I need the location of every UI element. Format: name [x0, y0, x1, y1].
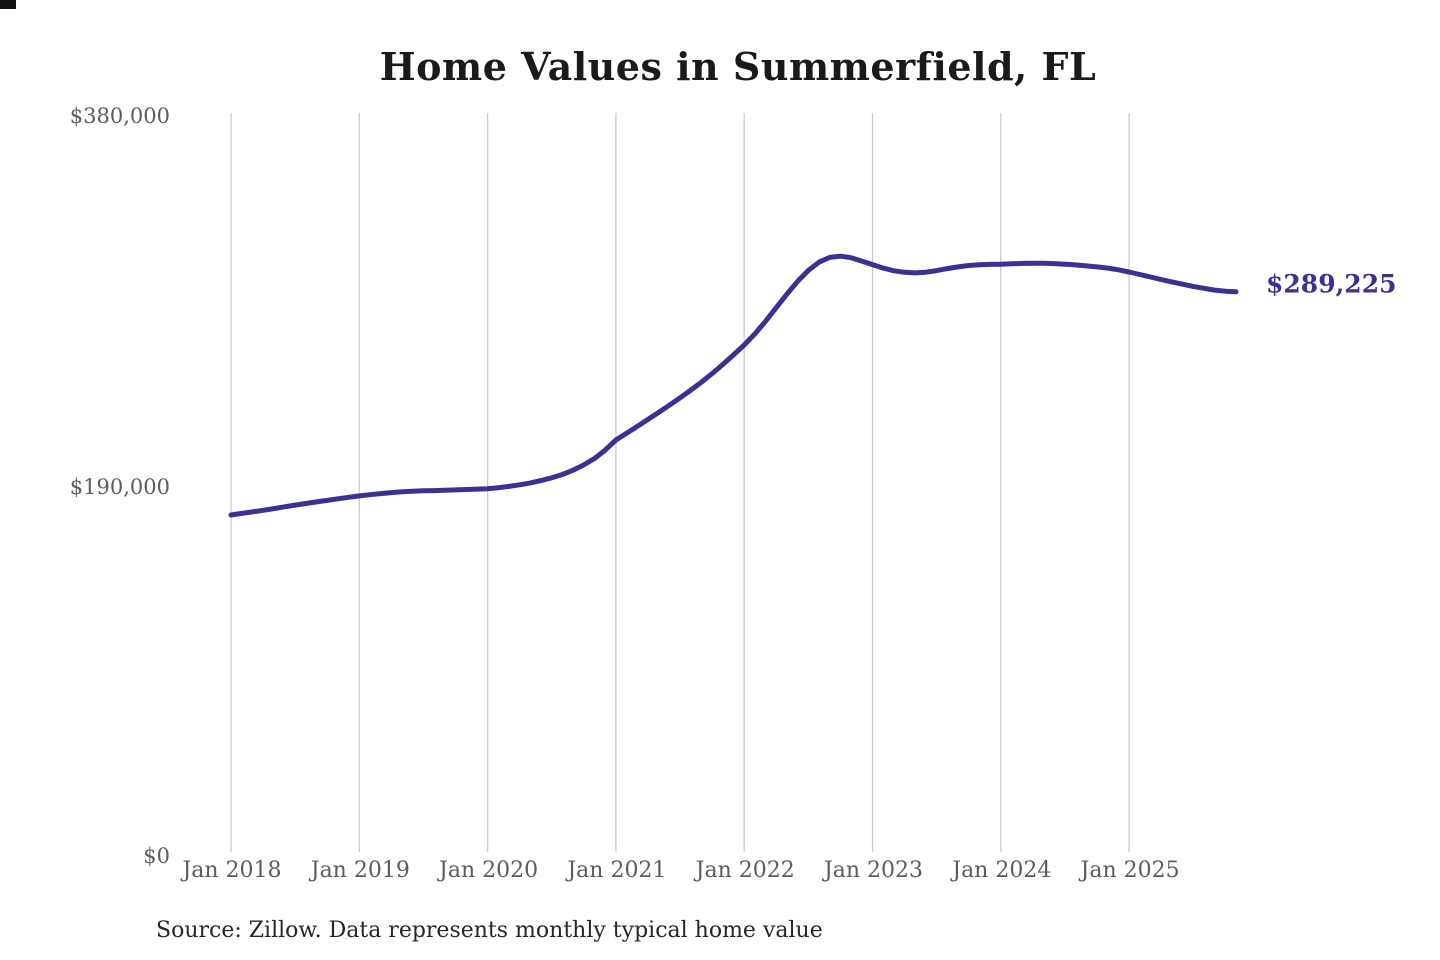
chart-title: Home Values in Summerfield, FL	[379, 44, 1097, 89]
home-value-line	[228, 253, 1239, 518]
source-note: Source: Zillow. Data represents monthly …	[156, 918, 823, 943]
screen-corner-artifact	[0, 0, 16, 9]
y-axis-label-mid: $190,000	[69, 475, 170, 499]
y-axis-label-max: $380,000	[69, 104, 170, 128]
latest-value-annotation: $289,225	[1266, 269, 1397, 299]
y-axis-label-zero: $0	[143, 844, 170, 868]
